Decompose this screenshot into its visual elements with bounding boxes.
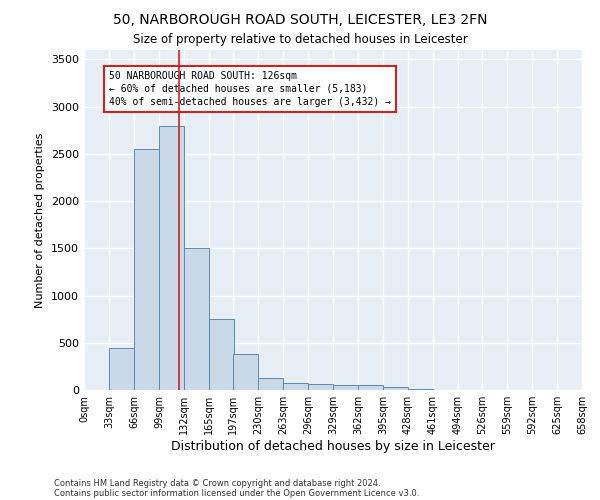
Bar (308, 384, 333, 390)
Bar (408, 389, 433, 390)
Bar (283, 384, 308, 390)
Bar (209, 319, 234, 390)
Text: 50 NARBOROUGH ROAD SOUTH: 126sqm
← 60% of detached houses are smaller (5,183)
40: 50 NARBOROUGH ROAD SOUTH: 126sqm ← 60% o… (109, 71, 391, 107)
Bar (109, 348, 134, 390)
Text: 50, NARBOROUGH ROAD SOUTH, LEICESTER, LE3 2FN: 50, NARBOROUGH ROAD SOUTH, LEICESTER, LE… (113, 12, 487, 26)
Bar (233, 354, 258, 390)
Bar (258, 378, 283, 390)
Text: Size of property relative to detached houses in Leicester: Size of property relative to detached ho… (133, 32, 467, 46)
Y-axis label: Number of detached properties: Number of detached properties (35, 132, 46, 308)
Bar (333, 385, 358, 390)
Text: Contains public sector information licensed under the Open Government Licence v3: Contains public sector information licen… (54, 488, 419, 498)
Bar (159, 126, 184, 390)
Text: Contains HM Land Registry data © Crown copyright and database right 2024.: Contains HM Land Registry data © Crown c… (54, 478, 380, 488)
Bar (184, 248, 209, 390)
Bar (383, 386, 408, 390)
Bar (358, 386, 383, 390)
Bar (134, 149, 159, 390)
X-axis label: Distribution of detached houses by size in Leicester: Distribution of detached houses by size … (171, 440, 495, 453)
